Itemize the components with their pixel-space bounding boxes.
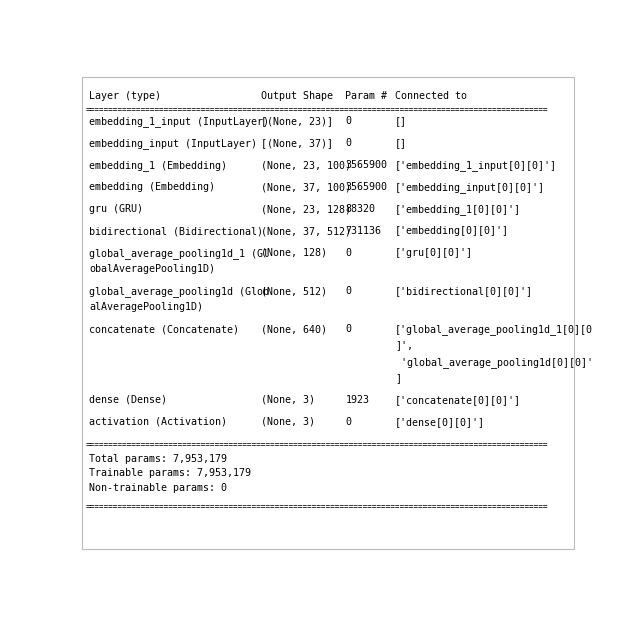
- Text: 3565900: 3565900: [346, 160, 387, 170]
- Text: global_average_pooling1d_1 (Gl: global_average_pooling1d_1 (Gl: [89, 248, 269, 259]
- Text: Total params: 7,953,179: Total params: 7,953,179: [89, 454, 227, 464]
- Text: ]',: ]',: [395, 340, 413, 350]
- Text: ['dense[0][0]']: ['dense[0][0]']: [395, 417, 485, 426]
- Text: embedding_input (InputLayer): embedding_input (InputLayer): [89, 138, 257, 149]
- Text: ['embedding_1[0][0]']: ['embedding_1[0][0]']: [395, 204, 521, 215]
- Text: alAveragePooling1D): alAveragePooling1D): [89, 302, 203, 313]
- Text: Output Shape: Output Shape: [261, 91, 333, 101]
- Text: (None, 128): (None, 128): [261, 248, 327, 258]
- Text: 3565900: 3565900: [346, 182, 387, 192]
- Text: dense (Dense): dense (Dense): [89, 395, 167, 405]
- Text: []: []: [395, 116, 407, 126]
- Text: 0: 0: [346, 116, 351, 126]
- Text: embedding_1_input (InputLayer): embedding_1_input (InputLayer): [89, 116, 269, 128]
- Text: ['embedding_input[0][0]']: ['embedding_input[0][0]']: [395, 182, 545, 193]
- Text: 0: 0: [346, 417, 351, 426]
- Text: Non-trainable params: 0: Non-trainable params: 0: [89, 483, 227, 493]
- Text: (None, 23, 100): (None, 23, 100): [261, 160, 351, 170]
- Text: ['gru[0][0]']: ['gru[0][0]']: [395, 248, 473, 258]
- Text: [(None, 23)]: [(None, 23)]: [261, 116, 333, 126]
- Text: (None, 37, 100): (None, 37, 100): [261, 182, 351, 192]
- Text: 1923: 1923: [346, 395, 369, 405]
- Text: ['embedding[0][0]']: ['embedding[0][0]']: [395, 226, 509, 236]
- Text: gru (GRU): gru (GRU): [89, 204, 143, 214]
- Text: Layer (type): Layer (type): [89, 91, 161, 101]
- Text: obalAveragePooling1D): obalAveragePooling1D): [89, 264, 215, 274]
- Text: ['concatenate[0][0]']: ['concatenate[0][0]']: [395, 395, 521, 405]
- Text: 0: 0: [346, 286, 351, 296]
- Text: (None, 37, 512): (None, 37, 512): [261, 226, 351, 236]
- Text: ['bidirectional[0][0]']: ['bidirectional[0][0]']: [395, 286, 533, 296]
- Text: embedding (Embedding): embedding (Embedding): [89, 182, 215, 192]
- Text: global_average_pooling1d (Glob: global_average_pooling1d (Glob: [89, 286, 269, 297]
- Text: Connected to: Connected to: [395, 91, 467, 101]
- Text: Param #: Param #: [346, 91, 387, 101]
- Text: activation (Activation): activation (Activation): [89, 417, 227, 426]
- Text: []: []: [395, 138, 407, 149]
- Text: embedding_1 (Embedding): embedding_1 (Embedding): [89, 160, 227, 171]
- Text: 731136: 731136: [346, 226, 381, 236]
- Text: bidirectional (Bidirectional): bidirectional (Bidirectional): [89, 226, 263, 236]
- FancyBboxPatch shape: [83, 77, 573, 548]
- Text: ['embedding_1_input[0][0]']: ['embedding_1_input[0][0]']: [395, 160, 557, 171]
- Text: (None, 640): (None, 640): [261, 324, 327, 334]
- Text: ['global_average_pooling1d_1[0][0: ['global_average_pooling1d_1[0][0: [395, 324, 593, 335]
- Text: ================================================================================: ========================================…: [86, 501, 548, 511]
- Text: 88320: 88320: [346, 204, 375, 214]
- Text: ]: ]: [395, 373, 401, 383]
- Text: (None, 3): (None, 3): [261, 417, 315, 426]
- Text: (None, 3): (None, 3): [261, 395, 315, 405]
- Text: (None, 512): (None, 512): [261, 286, 327, 296]
- Text: (None, 23, 128): (None, 23, 128): [261, 204, 351, 214]
- Text: ================================================================================: ========================================…: [86, 105, 548, 114]
- Text: 0: 0: [346, 248, 351, 258]
- Text: 0: 0: [346, 324, 351, 334]
- Text: [(None, 37)]: [(None, 37)]: [261, 138, 333, 149]
- Text: Trainable params: 7,953,179: Trainable params: 7,953,179: [89, 468, 251, 478]
- Text: 0: 0: [346, 138, 351, 149]
- Text: ================================================================================: ========================================…: [86, 440, 548, 449]
- Text: 'global_average_pooling1d[0][0]': 'global_average_pooling1d[0][0]': [395, 357, 593, 368]
- Text: concatenate (Concatenate): concatenate (Concatenate): [89, 324, 239, 334]
